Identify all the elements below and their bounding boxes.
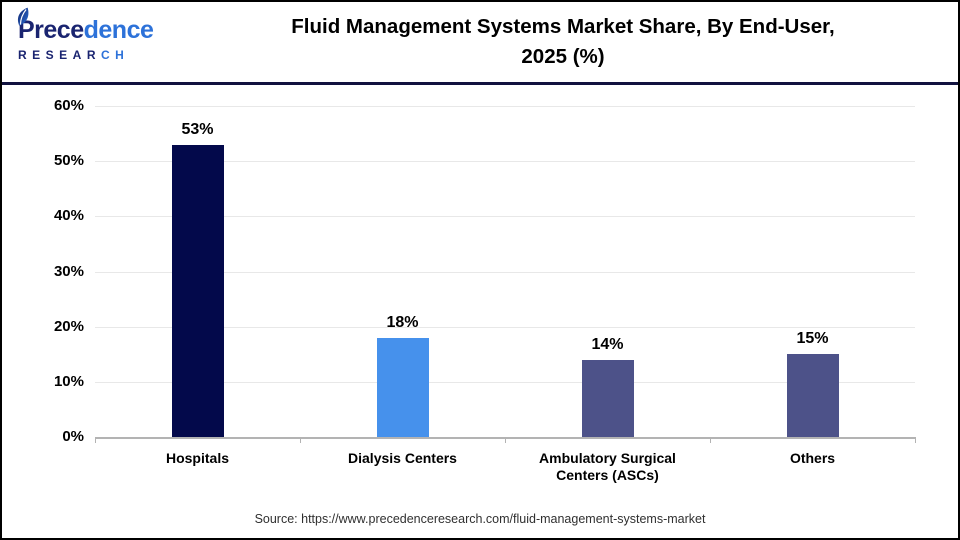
- chart-title-line2: 2025 (%): [521, 45, 605, 68]
- gridline: [95, 326, 915, 328]
- category-label: Ambulatory Surgical Centers (ASCs): [539, 450, 676, 483]
- logo-subtitle: RESEARCH: [18, 48, 174, 62]
- gridline: [95, 381, 915, 383]
- axis-tick: [710, 437, 711, 443]
- chart-title-line1: Fluid Management Systems Market Share, B…: [291, 15, 835, 38]
- gridline: [95, 216, 915, 218]
- axis-tick: [300, 437, 301, 443]
- bar: [171, 144, 224, 437]
- y-axis-label: 0%: [62, 428, 84, 445]
- bar: [786, 354, 839, 437]
- gridline: [95, 106, 915, 107]
- y-axis-label: 50%: [53, 152, 84, 170]
- y-axis-label: 20%: [53, 317, 84, 335]
- y-axis-label: 60%: [53, 97, 84, 114]
- y-axis-label: 30%: [53, 262, 84, 280]
- bar: [376, 337, 429, 437]
- chart-title: Fluid Management Systems Market Share, B…: [174, 12, 958, 72]
- category-label: Hospitals: [165, 450, 229, 466]
- gridline: [95, 271, 915, 273]
- bar-value-label: 14%: [591, 335, 624, 353]
- source-attribution: Source: https://www.precedenceresearch.c…: [254, 512, 706, 526]
- logo-word-part1: Prece: [18, 16, 84, 44]
- bar-value-label: 53%: [181, 120, 214, 138]
- gridline: [95, 161, 915, 163]
- y-axis-label: 10%: [53, 372, 84, 390]
- logo-sub-part2: CH: [101, 48, 130, 62]
- bar-value-label: 18%: [386, 313, 419, 331]
- logo-wordmark: Precedence: [17, 7, 174, 45]
- axis-tick: [505, 437, 506, 443]
- axis-tick: [915, 437, 916, 443]
- logo-sub-part1: RESEAR: [18, 48, 102, 62]
- category-label: Dialysis Centers: [348, 450, 457, 466]
- axis-tick: [95, 437, 96, 443]
- logo-word-part2: dence: [83, 16, 154, 44]
- bar-value-label: 15%: [796, 330, 829, 348]
- bar: [581, 359, 634, 437]
- precedence-research-logo: Precedence RESEARCH: [2, 2, 174, 82]
- header: Precedence RESEARCH Fluid Management Sys…: [2, 2, 958, 85]
- leaf-icon: [17, 7, 29, 26]
- y-axis-label: 40%: [53, 207, 84, 225]
- category-label: Others: [789, 450, 836, 466]
